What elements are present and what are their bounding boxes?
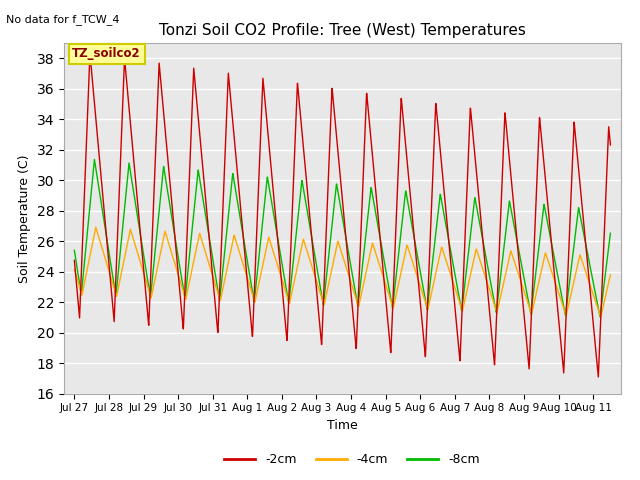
-2cm — [607, 142, 614, 148]
Line: -4cm: -4cm — [74, 227, 611, 317]
-4cm — [425, 303, 433, 309]
-2cm — [556, 334, 564, 339]
-4cm — [591, 298, 599, 304]
-4cm — [556, 295, 564, 300]
-4cm — [417, 286, 425, 292]
-2cm — [70, 257, 78, 263]
-8cm — [596, 314, 604, 320]
-2cm — [595, 374, 602, 380]
Title: Tonzi Soil CO2 Profile: Tree (West) Temperatures: Tonzi Soil CO2 Profile: Tree (West) Temp… — [159, 23, 526, 38]
Text: No data for f_TCW_4: No data for f_TCW_4 — [6, 14, 120, 25]
-2cm — [189, 68, 197, 74]
-8cm — [591, 290, 599, 296]
-8cm — [425, 293, 433, 299]
-2cm — [417, 309, 425, 315]
X-axis label: Time: Time — [327, 419, 358, 432]
-4cm — [607, 272, 614, 277]
-8cm — [607, 230, 614, 236]
Text: TZ_soilco2: TZ_soilco2 — [72, 47, 141, 60]
-4cm — [597, 314, 605, 320]
-2cm — [86, 50, 94, 56]
Line: -2cm: -2cm — [74, 53, 611, 377]
-4cm — [70, 266, 78, 272]
-4cm — [189, 259, 197, 265]
-8cm — [70, 248, 78, 253]
Y-axis label: Soil Temperature (C): Soil Temperature (C) — [18, 154, 31, 283]
-2cm — [238, 220, 246, 226]
-2cm — [591, 343, 599, 349]
-2cm — [425, 275, 433, 281]
-4cm — [92, 224, 100, 230]
-8cm — [91, 156, 99, 162]
Line: -8cm: -8cm — [74, 159, 611, 317]
-8cm — [238, 226, 246, 232]
-8cm — [189, 212, 197, 218]
Legend: -2cm, -4cm, -8cm: -2cm, -4cm, -8cm — [219, 448, 485, 471]
-8cm — [417, 274, 425, 280]
-8cm — [556, 286, 564, 291]
-4cm — [238, 258, 246, 264]
